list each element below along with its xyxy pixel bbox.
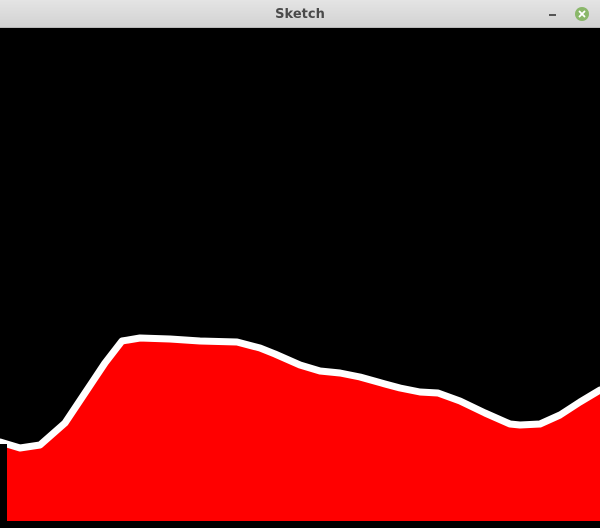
minimize-button[interactable] [544,5,562,23]
close-button[interactable] [575,7,589,21]
title-bar[interactable]: Sketch [0,0,600,28]
minimize-icon [549,14,556,16]
terrain-drawing [0,334,600,528]
canvas-left-edge [0,444,7,528]
window-title: Sketch [275,7,325,22]
canvas-bottom-edge [0,521,600,528]
close-icon [578,10,586,18]
terrain-outline [0,334,600,452]
sketch-canvas[interactable] [0,28,600,528]
terrain-fill [0,338,600,528]
